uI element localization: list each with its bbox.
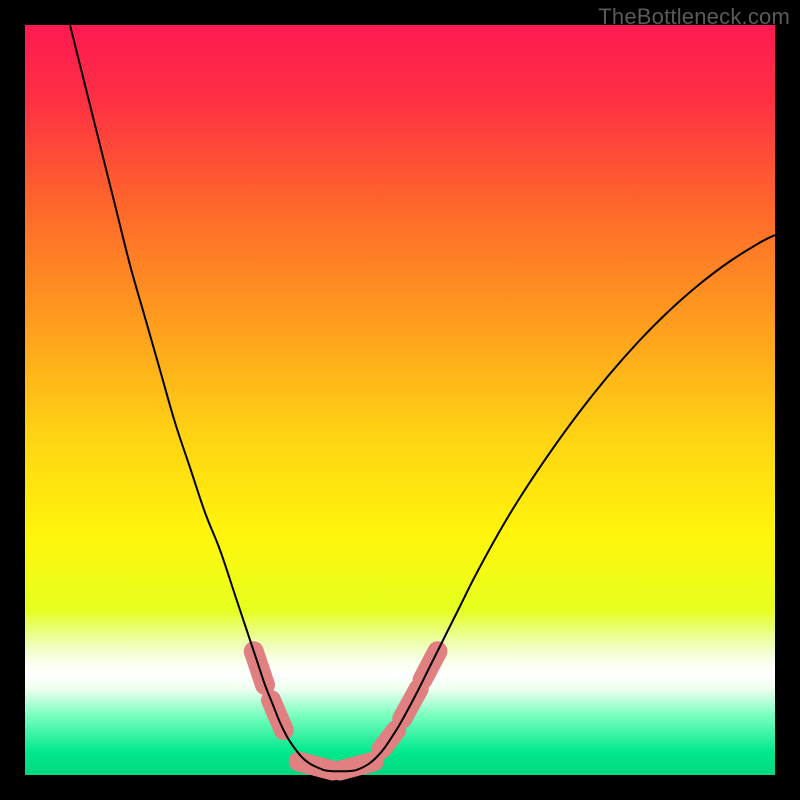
watermark-text: TheBottleneck.com xyxy=(598,4,790,30)
chart-frame: { "watermark": "TheBottleneck.com", "fig… xyxy=(0,0,800,800)
gradient-background xyxy=(25,25,775,775)
bottleneck-curve-chart xyxy=(0,0,800,800)
curve-flat xyxy=(325,771,355,772)
